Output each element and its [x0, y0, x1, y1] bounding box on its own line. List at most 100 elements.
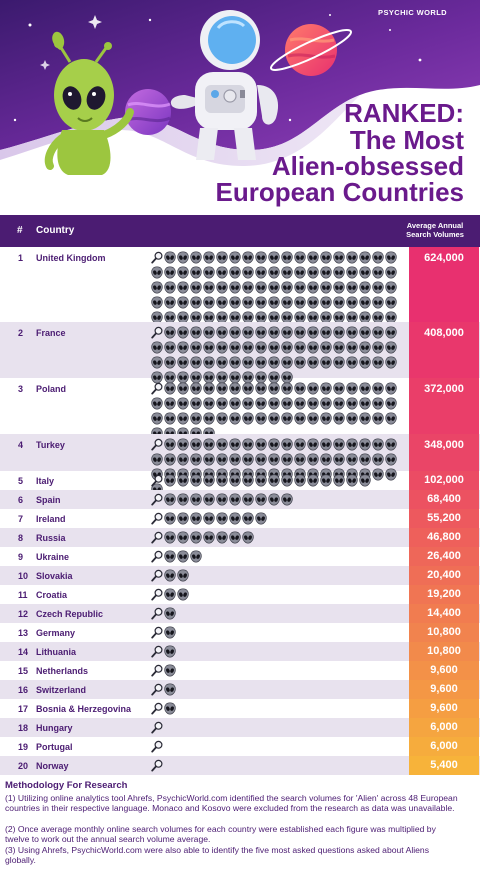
alien-head-icon [320, 474, 332, 487]
alien-head-icon [164, 296, 176, 309]
alien-head-icon [255, 266, 267, 279]
table-row: 9 Ukraine 26,400 [0, 547, 480, 566]
alien-head-icon [320, 266, 332, 279]
search-volume-value: 6,000 [409, 737, 479, 756]
brand-logo-text: PSYCHIC WORLD [378, 8, 447, 17]
alien-head-icon [255, 356, 267, 369]
alien-head-icon [190, 397, 202, 410]
country-name: Spain [36, 495, 61, 505]
magnifying-glass-icon [151, 721, 163, 734]
alien-head-icon [190, 453, 202, 466]
magnifying-glass-icon [151, 683, 163, 696]
alien-head-icon [333, 326, 345, 339]
rank-number: 1 [18, 253, 24, 263]
alien-head-icon [229, 281, 241, 294]
alien-head-icon [346, 326, 358, 339]
header-volume-line-1: Average Annual [406, 221, 464, 230]
alien-head-icon [268, 311, 280, 324]
rank-number: 3 [18, 384, 24, 394]
alien-head-icon [372, 266, 384, 279]
alien-head-icon [177, 531, 189, 544]
alien-head-icon [203, 341, 215, 354]
alien-icon-group [151, 382, 405, 442]
title-line-1: RANKED: [344, 98, 464, 128]
methodology-point-3: (3) Using Ahrefs, PsychicWorld.com were … [5, 845, 430, 865]
alien-head-icon [229, 453, 241, 466]
alien-head-icon [216, 512, 228, 525]
alien-head-icon [281, 474, 293, 487]
alien-head-icon [346, 296, 358, 309]
alien-head-icon [294, 474, 306, 487]
alien-head-icon [190, 531, 202, 544]
alien-head-icon [281, 281, 293, 294]
alien-head-icon [268, 474, 280, 487]
alien-head-icon [151, 453, 163, 466]
alien-head-icon [203, 512, 215, 525]
alien-head-icon [385, 251, 397, 264]
country-name: Ireland [36, 514, 66, 524]
alien-head-icon [177, 397, 189, 410]
table-row: 15 Netherlands 9,600 [0, 661, 480, 680]
magnifying-glass-icon [151, 645, 163, 658]
search-volume-value: 9,600 [409, 699, 479, 718]
alien-head-icon [177, 588, 189, 601]
alien-head-icon [242, 474, 254, 487]
country-name: Norway [36, 761, 69, 771]
alien-head-icon [151, 341, 163, 354]
alien-head-icon [151, 412, 163, 425]
alien-head-icon [307, 474, 319, 487]
search-volume-value: 10,800 [409, 642, 479, 661]
country-name: Ukraine [36, 552, 70, 562]
alien-head-icon [359, 474, 371, 487]
country-name: Bosnia & Herzegovina [36, 704, 132, 714]
alien-head-icon [372, 412, 384, 425]
alien-head-icon [294, 341, 306, 354]
alien-head-icon [229, 296, 241, 309]
space-scene [0, 0, 480, 215]
rank-number: 13 [18, 628, 29, 638]
astronaut-illustration [170, 10, 279, 160]
alien-head-icon [164, 266, 176, 279]
rank-number: 2 [18, 328, 24, 338]
alien-icon-group [151, 721, 405, 736]
title-line-3: Alien-obsessed [271, 151, 464, 181]
alien-head-icon [242, 326, 254, 339]
methodology-point-1: (1) Utilizing online analytics tool Ahre… [5, 793, 458, 813]
alien-head-icon [333, 296, 345, 309]
search-volume-value: 5,400 [409, 756, 479, 775]
magnifying-glass-icon [151, 512, 163, 525]
alien-head-icon [151, 356, 163, 369]
alien-head-icon [229, 531, 241, 544]
country-name: Poland [36, 384, 67, 394]
alien-head-icon [346, 281, 358, 294]
alien-head-icon [255, 281, 267, 294]
alien-head-icon [255, 474, 267, 487]
alien-head-icon [372, 341, 384, 354]
alien-head-icon [294, 397, 306, 410]
country-name: Russia [36, 533, 66, 543]
alien-head-icon [320, 382, 332, 395]
alien-head-icon [307, 251, 319, 264]
rank-number: 4 [18, 440, 24, 450]
alien-head-icon [229, 512, 241, 525]
alien-head-icon [385, 412, 397, 425]
alien-head-icon [203, 412, 215, 425]
country-name: Portugal [36, 742, 73, 752]
search-volume-value: 10,800 [409, 623, 479, 642]
alien-head-icon [255, 296, 267, 309]
alien-head-icon [333, 356, 345, 369]
alien-head-icon [346, 453, 358, 466]
alien-head-icon [333, 382, 345, 395]
title-line-4: European Countries [215, 177, 464, 207]
alien-head-icon [164, 382, 176, 395]
alien-head-icon [307, 296, 319, 309]
alien-head-icon [307, 281, 319, 294]
alien-head-icon [151, 311, 163, 324]
table-row: 17 Bosnia & Herzegovina 9,600 [0, 699, 480, 718]
table-row: 14 Lithuania 10,800 [0, 642, 480, 661]
alien-head-icon [242, 397, 254, 410]
alien-head-icon [385, 397, 397, 410]
magnifying-glass-icon [151, 382, 163, 395]
alien-head-icon [216, 382, 228, 395]
